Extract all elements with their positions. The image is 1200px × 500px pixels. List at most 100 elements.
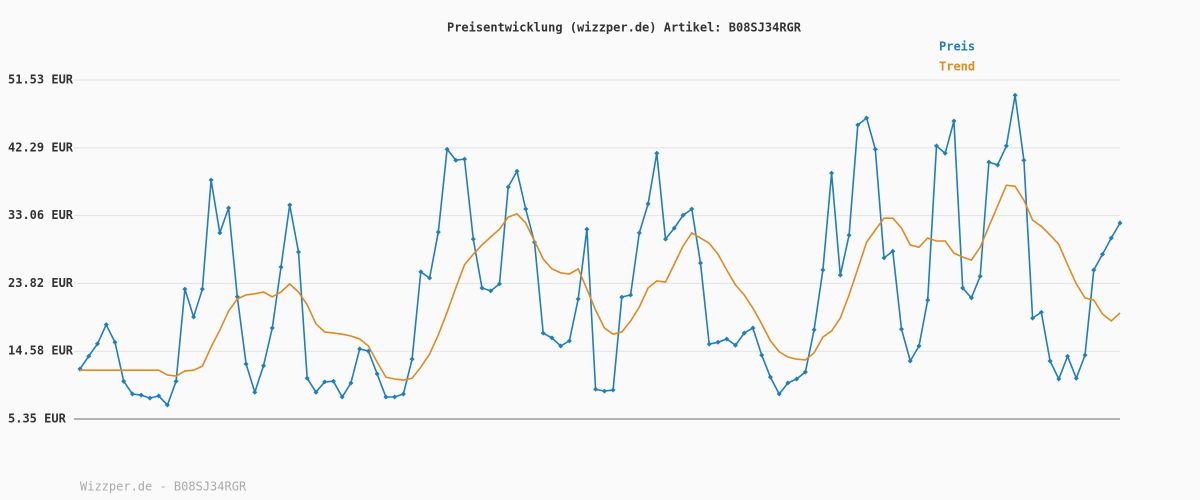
data-point — [1082, 352, 1088, 358]
data-point — [558, 343, 564, 349]
data-point — [1100, 251, 1106, 257]
data-point — [846, 232, 852, 238]
data-point — [968, 295, 974, 301]
data-point — [837, 272, 843, 278]
data-point — [121, 378, 127, 384]
data-point — [348, 380, 354, 386]
data-point — [1091, 267, 1097, 273]
data-point — [182, 286, 188, 292]
footer: Wizzper.de - B08SJ34RGR — [80, 480, 247, 494]
data-point — [427, 275, 433, 281]
data-point — [1108, 235, 1114, 241]
data-point — [636, 230, 642, 236]
data-point — [479, 285, 485, 291]
data-point — [252, 389, 258, 395]
data-point — [1056, 376, 1062, 382]
y-tick-label: 23.82 EUR — [8, 276, 74, 290]
data-point — [322, 379, 328, 385]
data-point — [409, 356, 415, 362]
legend-entry: Trend — [939, 60, 975, 74]
data-point — [147, 395, 153, 401]
data-point — [112, 339, 118, 345]
y-tick-label: 33.06 EUR — [8, 208, 74, 222]
series-line — [80, 184, 1121, 381]
data-point — [418, 269, 424, 275]
data-point — [986, 159, 992, 165]
data-point — [960, 285, 966, 291]
data-point — [794, 376, 800, 382]
data-point — [304, 375, 310, 381]
y-tick-label: 42.29 EUR — [8, 140, 74, 154]
data-point — [357, 346, 363, 352]
data-point — [759, 352, 765, 358]
data-point — [593, 386, 599, 392]
data-point — [540, 330, 546, 336]
y-tick-label: 5.35 EUR — [8, 412, 67, 426]
data-point — [295, 249, 301, 255]
data-point — [663, 236, 669, 242]
data-point — [191, 314, 197, 320]
data-point — [689, 206, 695, 212]
data-point — [724, 336, 730, 342]
data-point — [872, 146, 878, 152]
data-point — [462, 156, 468, 162]
data-point — [698, 260, 704, 266]
data-point — [628, 292, 634, 298]
data-point — [226, 205, 232, 211]
data-point — [680, 212, 686, 218]
data-point — [138, 392, 144, 398]
data-point — [767, 374, 773, 380]
data-point — [890, 248, 896, 254]
data-point — [942, 150, 948, 156]
data-point — [601, 388, 607, 394]
data-point — [1047, 358, 1053, 364]
data-point — [995, 162, 1001, 168]
data-point — [881, 255, 887, 261]
data-point — [610, 387, 616, 393]
data-point — [243, 361, 249, 367]
data-point — [496, 281, 502, 287]
data-point — [750, 325, 756, 331]
data-point — [173, 378, 179, 384]
data-point — [1021, 157, 1027, 163]
data-point — [470, 236, 476, 242]
data-point — [444, 146, 450, 152]
data-point — [907, 358, 913, 364]
data-point — [925, 297, 931, 303]
data-point — [706, 341, 712, 347]
data-point — [208, 177, 214, 183]
data-point — [645, 201, 651, 207]
data-point — [1065, 353, 1071, 359]
data-point — [330, 378, 336, 384]
y-tick-label: 51.53 EUR — [8, 73, 74, 87]
data-point — [103, 322, 109, 328]
data-point — [514, 168, 520, 174]
data-point — [566, 338, 572, 344]
data-point — [1003, 143, 1009, 149]
data-point — [671, 225, 677, 231]
data-point — [1012, 92, 1018, 98]
data-point — [916, 343, 922, 349]
data-point — [776, 391, 782, 397]
data-point — [811, 327, 817, 333]
data-point — [453, 157, 459, 163]
data-point — [575, 296, 581, 302]
data-point — [199, 286, 205, 292]
data-point — [584, 226, 590, 232]
data-point — [261, 363, 267, 369]
data-point — [899, 326, 905, 332]
data-point — [855, 122, 861, 128]
data-point — [488, 288, 494, 294]
data-point — [339, 394, 345, 400]
legend-entry: Preis — [939, 40, 975, 54]
data-point — [977, 273, 983, 279]
series-line — [79, 95, 1121, 407]
data-point — [523, 206, 529, 212]
data-point — [156, 393, 162, 399]
data-point — [1030, 315, 1036, 321]
data-point — [864, 115, 870, 121]
chart-title: Preisentwicklung (wizzper.de) Artikel: B… — [447, 21, 802, 35]
data-point — [287, 202, 293, 208]
